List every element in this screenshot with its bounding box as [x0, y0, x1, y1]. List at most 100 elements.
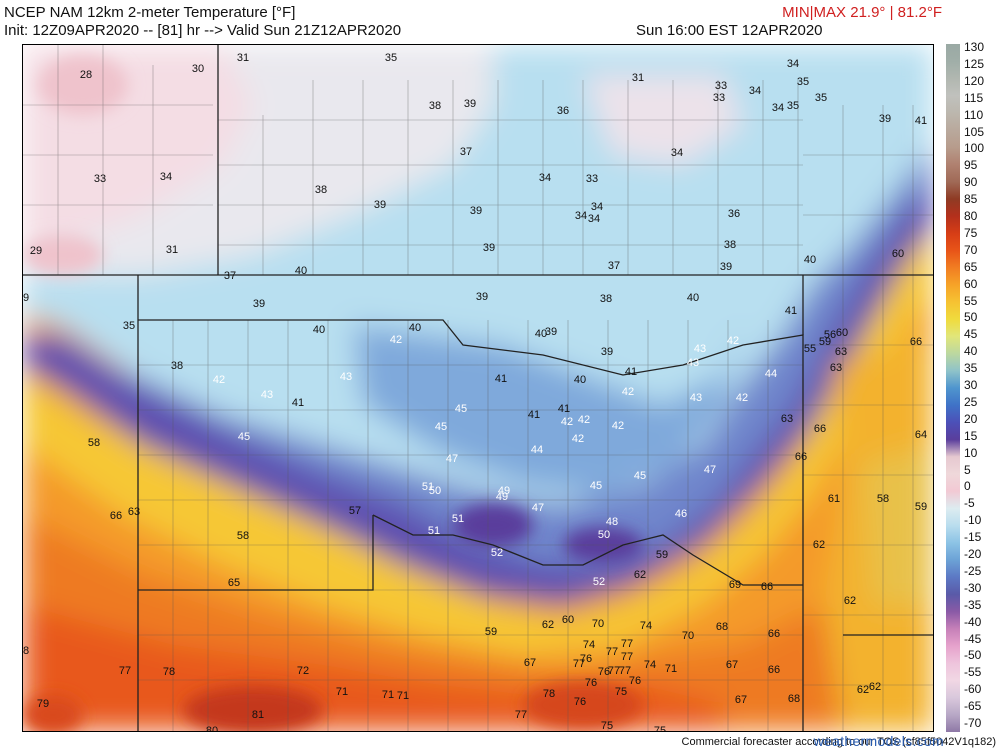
temperature-label: 52: [491, 547, 503, 559]
temperature-label: 65: [228, 577, 240, 589]
temperature-label: 77: [621, 651, 633, 663]
temperature-label: 35: [797, 76, 809, 88]
temperature-label: 66: [910, 336, 922, 348]
temperature-label: 67: [524, 657, 536, 669]
temperature-label: 66: [768, 628, 780, 640]
temperature-label: 58: [88, 437, 100, 449]
temperature-label: 46: [675, 508, 687, 520]
temperature-label: 66: [110, 510, 122, 522]
temperature-label: 38: [724, 239, 736, 251]
temperature-map[interactable]: 28 30 31 35 31 33 33 34 34 35 35 34 35 38 39 36 39 41 33 34…: [22, 44, 934, 732]
temperature-label: 50: [598, 529, 610, 541]
temperature-field: [23, 45, 933, 731]
temperature-label: 40: [574, 374, 586, 386]
scale-tick-label: -30: [964, 580, 982, 595]
temperature-label: 39: [601, 346, 613, 358]
temperature-label: 39: [374, 199, 386, 211]
scale-tick-label: 100: [964, 141, 985, 156]
temperature-label: 34: [575, 210, 587, 222]
temperature-label: 77: [619, 665, 631, 677]
temperature-label: 74: [640, 620, 652, 632]
temperature-label: 60: [836, 327, 848, 339]
temperature-label: 59: [915, 501, 927, 513]
temperature-label: 81: [252, 709, 264, 721]
scale-tick-label: 20: [964, 411, 978, 426]
temperature-label: 51: [422, 481, 434, 493]
scale-tick-label: 30: [964, 378, 978, 392]
temperature-label: 72: [297, 665, 309, 677]
temperature-label: 36: [557, 105, 569, 117]
temperature-label: 76: [574, 696, 586, 708]
scale-tick-label: -40: [964, 614, 982, 629]
temperature-label: 77: [606, 646, 618, 658]
temperature-label: 79: [37, 698, 49, 710]
scale-tick-label: -55: [964, 665, 982, 680]
init-valid-line: Init: 12Z09APR2020 -- [81] hr --> Valid …: [4, 22, 402, 39]
scale-tick-label: 110: [964, 107, 984, 122]
scale-tick-label: 25: [964, 394, 978, 409]
temperature-label: 39: [253, 298, 265, 310]
temperature-label: 66: [814, 423, 826, 435]
temperature-label: 28: [80, 69, 92, 81]
scale-tick-label: 60: [964, 276, 978, 291]
temperature-label: 42: [612, 420, 624, 432]
temperature-label: 71: [382, 689, 394, 701]
temperature-label: 38: [171, 360, 183, 372]
scale-tick-label: 65: [964, 259, 978, 274]
temperature-label: 44: [531, 444, 543, 456]
temperature-label: 69: [729, 579, 741, 591]
temperature-label: 44: [765, 368, 777, 380]
scale-tick-label: 5: [964, 462, 971, 477]
credit-link[interactable]: weathermodels.com: [813, 733, 944, 749]
temperature-label: 29: [30, 245, 42, 257]
scale-tick-label: 130: [964, 40, 985, 54]
map-title: NCEP NAM 12km 2-meter Temperature [°F]: [4, 4, 296, 21]
temperature-label: 37: [460, 146, 472, 158]
temperature-label: 37: [608, 260, 620, 272]
temperature-label: 60: [562, 614, 574, 626]
scale-tick-label: -35: [964, 597, 982, 612]
temperature-label: 51: [452, 513, 464, 525]
temperature-label: 49: [498, 485, 510, 497]
scale-tick-label: 120: [964, 73, 985, 88]
scale-tick-label: 105: [964, 124, 985, 139]
temperature-label: 41: [915, 115, 927, 127]
temperature-label: 58: [877, 493, 889, 505]
scale-tick-label: 115: [964, 90, 984, 105]
temperature-label: 67: [726, 659, 738, 671]
temperature-label: 74: [644, 659, 656, 671]
min-max-readout: MIN|MAX 21.9° | 81.2°F: [782, 4, 942, 21]
temperature-label: 42: [390, 334, 402, 346]
scale-tick-label: 95: [964, 158, 978, 173]
temperature-label: 43: [690, 392, 702, 404]
temperature-label: 39: [23, 292, 29, 304]
temperature-label: 34: [588, 213, 600, 225]
scale-tick-label: -25: [964, 563, 982, 578]
temperature-label: 67: [735, 694, 747, 706]
temperature-label: 56: [824, 329, 836, 341]
temperature-label: 62: [813, 539, 825, 551]
temperature-label: 78: [543, 688, 555, 700]
temperature-label: 40: [535, 328, 547, 340]
temperature-label: 42: [561, 416, 573, 428]
temperature-label: 66: [761, 581, 773, 593]
temperature-label: 34: [787, 58, 799, 70]
temperature-label: 68: [788, 693, 800, 705]
temperature-label: 39: [545, 326, 557, 338]
scale-tick-label: -20: [964, 547, 982, 561]
temperature-label: 38: [429, 100, 441, 112]
temperature-label: 70: [592, 618, 604, 630]
temperature-label: 71: [665, 663, 677, 675]
scale-tick-label: 15: [964, 428, 978, 443]
temperature-label: 76: [598, 666, 610, 678]
scale-tick-label: 40: [964, 344, 978, 359]
scale-tick-label: 75: [964, 225, 978, 240]
temperature-label: 66: [795, 451, 807, 463]
temperature-label: 62: [542, 619, 554, 631]
temperature-label: 52: [593, 576, 605, 588]
temperature-label: 59: [819, 336, 831, 348]
temperature-label: 31: [166, 244, 178, 256]
temperature-label: 64: [915, 429, 927, 441]
temperature-label: 45: [590, 480, 602, 492]
temperature-label: 66: [768, 664, 780, 676]
